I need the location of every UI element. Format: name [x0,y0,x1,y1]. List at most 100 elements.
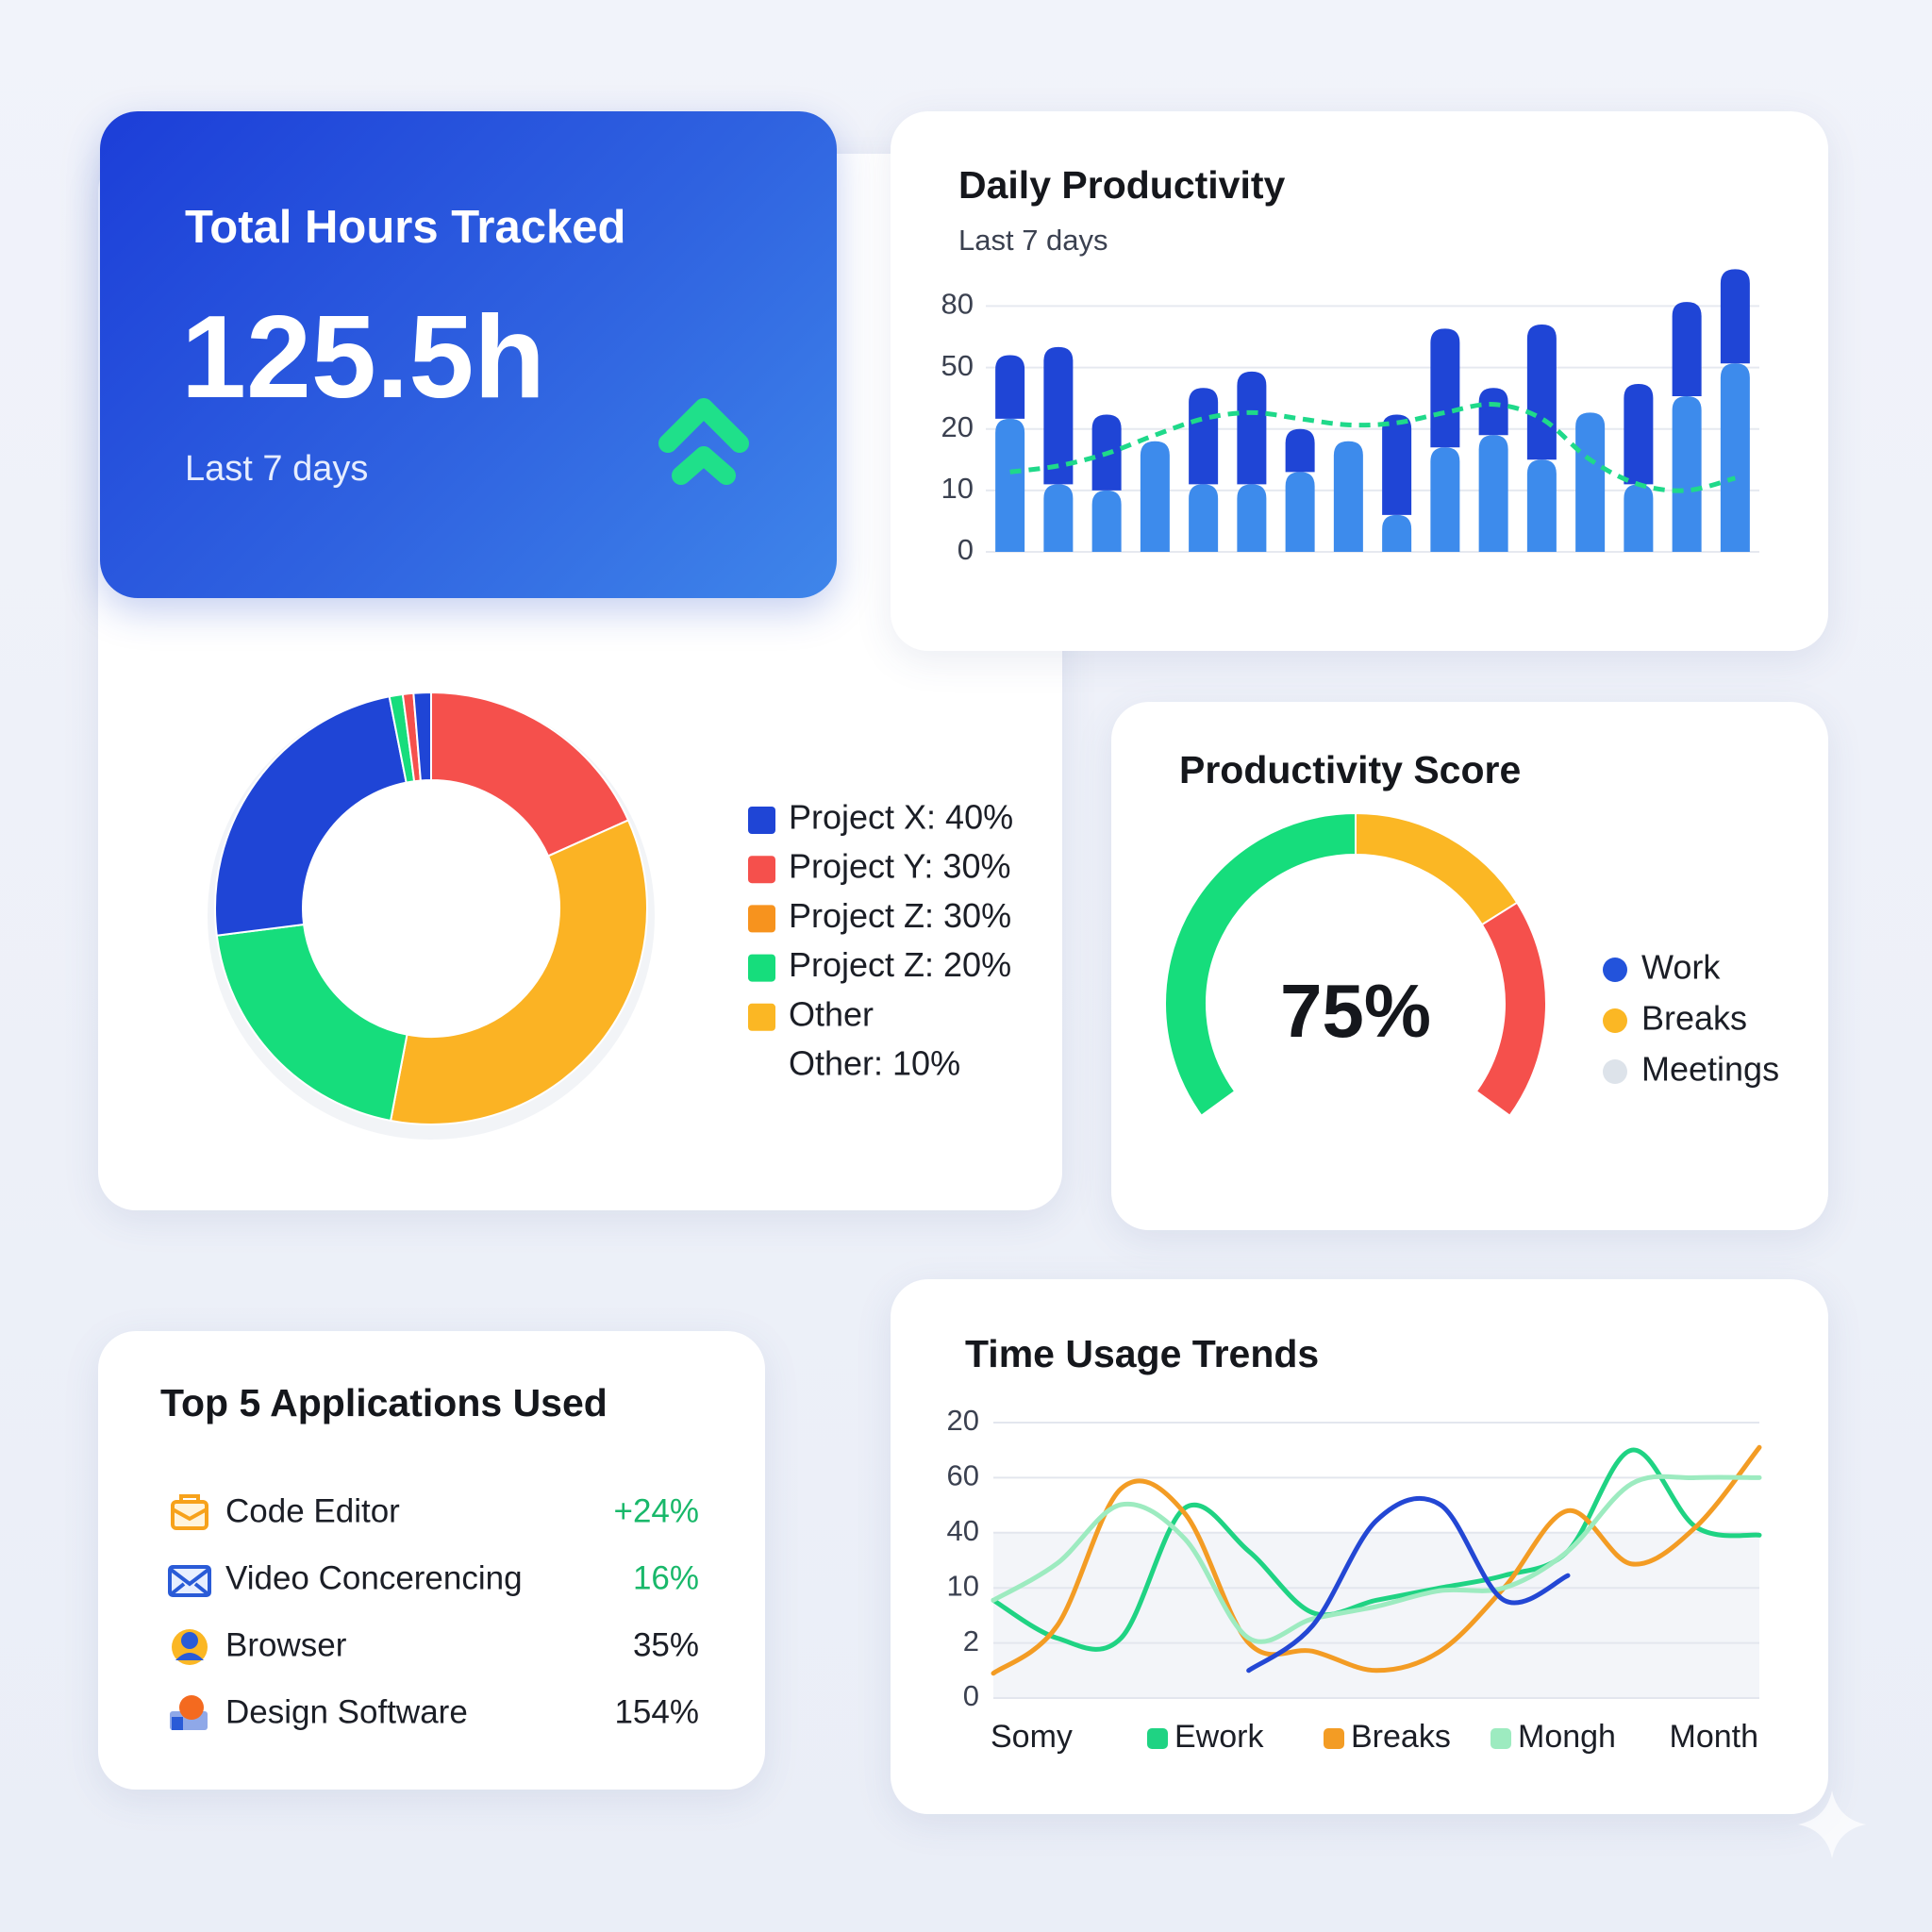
bar-segment [1382,514,1412,552]
legend-dot [1603,958,1627,982]
bar-segment [1526,324,1557,460]
envelope-icon [168,1565,211,1597]
bar-segment [1237,484,1267,552]
legend-swatch [748,905,775,933]
pie-slice [215,923,408,1123]
app-name: Browser [225,1626,347,1663]
legend-label: Work [1641,948,1721,987]
bar-segment [1140,441,1170,552]
pie-slice [430,691,630,858]
apps-card [98,1331,765,1790]
legend-dot [1603,1008,1627,1033]
pie-slice [412,691,432,782]
y-tick-label: 10 [941,472,974,505]
legend-label: Project Z: 30% [789,896,1011,935]
gauge-value: 75% [1280,969,1431,1053]
app-name: Video Concerencing [225,1559,523,1596]
legend-swatch [1491,1728,1511,1749]
bar-segment [1575,412,1606,552]
series-line [991,1444,1762,1676]
gauge-segment [1355,811,1519,926]
bar-segment [1189,388,1219,485]
bar-segment [1624,484,1654,552]
app-value: +24% [614,1492,700,1529]
y-tick-label: 20 [941,410,974,443]
bar-segment [1043,484,1074,552]
series-line [991,1474,1762,1644]
x-label: Month [1670,1719,1759,1755]
legend-label: Project X: 40% [789,798,1013,837]
summary-value: 125.5h [181,292,545,423]
bar-subtitle: Last 7 days [958,224,1108,257]
legend-swatch [1324,1728,1344,1749]
gauge-title: Productivity Score [1179,748,1521,791]
bar-segment [995,418,1025,552]
legend-label: Other [789,994,874,1033]
bar-title: Daily Productivity [958,163,1286,207]
y-tick-label: 0 [958,533,974,566]
trend-icon [658,398,749,485]
legend-label: Ework [1174,1719,1264,1755]
bar-segment [995,355,1025,419]
legend-label: Project Y: 30% [789,847,1010,886]
y-tick-label: 80 [941,288,974,321]
legend-label: Meetings [1641,1050,1779,1089]
chevron [658,398,749,453]
sparkle [1798,1790,1866,1858]
bar-segment [1333,441,1363,552]
bar-segment [1043,346,1074,485]
legend-swatch [748,807,775,834]
legend-dot [1603,1059,1627,1084]
briefcase-icon [171,1494,208,1530]
summary-title: Total Hours Tracked [185,202,625,253]
bar-segment [1478,388,1508,436]
pie-slice [214,695,408,937]
bar-segment [1285,472,1315,552]
series-line [991,1447,1762,1652]
app-icons [168,1494,211,1730]
app-name: Design Software [225,1693,468,1730]
design-icon [170,1695,208,1730]
bar-segment [1430,447,1460,552]
gauge-card [1111,702,1828,1230]
legend-swatch [748,954,775,982]
y-tick-label: 40 [947,1514,979,1547]
legend-label: Breaks [1351,1719,1451,1755]
legend-swatch [748,1003,775,1031]
bar-segment [1478,435,1508,552]
plot-shade [993,1532,1759,1698]
legend-label: Breaks [1641,999,1747,1038]
legend-label: Other: 10% [789,1044,960,1083]
bar-segment [1672,302,1702,396]
app-value: 154% [614,1693,699,1730]
bar-segment [1672,395,1702,552]
bar-segment [1189,484,1219,552]
gauge-segment [1474,901,1547,1118]
bar-segment [1285,428,1315,473]
bar-segment [1382,414,1412,515]
y-tick-label: 50 [941,349,974,382]
legend-swatch [748,856,775,884]
pie-slice [389,819,648,1125]
app-value: 16% [633,1559,699,1596]
bar-segment [1237,371,1267,485]
y-tick-label: 60 [947,1459,979,1492]
x-label: Somy [991,1719,1073,1755]
browser-icon [172,1629,208,1665]
summary-card [100,111,837,598]
legend-label: Mongh [1518,1719,1616,1755]
y-tick-label: 2 [963,1624,979,1657]
series-line [1246,1495,1571,1674]
chevron [672,446,736,485]
bar-segment [1720,269,1750,364]
app-name: Code Editor [225,1492,400,1529]
trends-title: Time Usage Trends [965,1332,1319,1375]
y-tick-label: 0 [963,1679,979,1712]
bar-segment [1091,490,1122,552]
bar-segment [1526,459,1557,552]
bar-segment [1624,383,1654,485]
y-tick-label: 20 [947,1404,979,1437]
bar-segment [1720,363,1750,552]
